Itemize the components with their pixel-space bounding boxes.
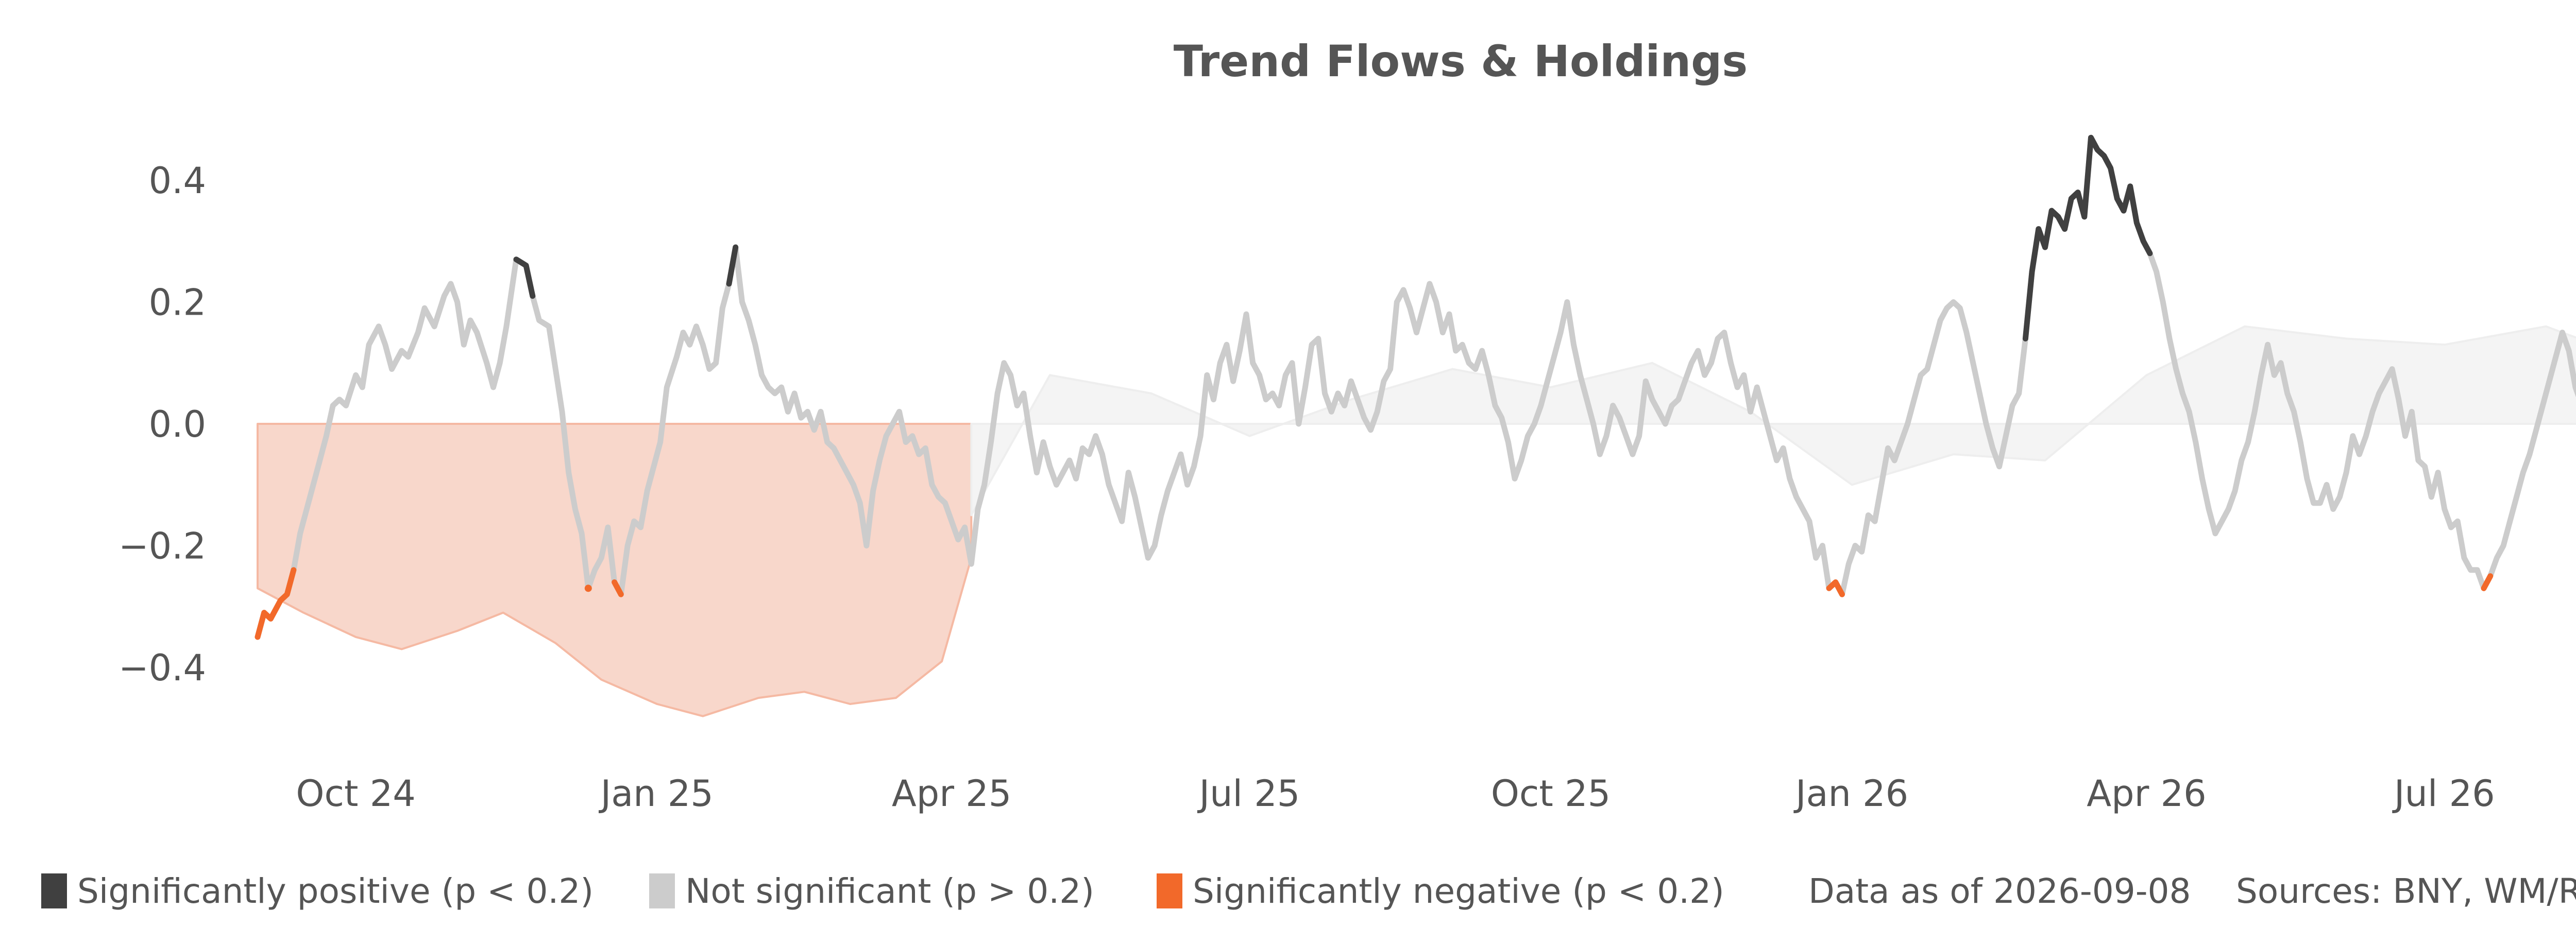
x-tick-label: Apr 25 (892, 772, 1011, 815)
trend-line-significant-positive (513, 256, 536, 299)
x-axis: Oct 24 Jan 25 Apr 25 Jul 25 Oct 25 Jan 26 Apr … (296, 772, 2495, 815)
legend-item-negative: Significantly negative (p < 0.2) (1157, 865, 1724, 917)
data-sources: Sources: BNY, WM/Refinitiv (2236, 871, 2576, 911)
legend-item-neutral: Not significant (p > 0.2) (649, 865, 1094, 917)
y-tick-label: 0.2 (149, 282, 206, 324)
trend-line-not-significant (255, 134, 2576, 640)
legend-swatch-positive (41, 873, 67, 908)
holdings-bands (257, 325, 2576, 717)
legend-item-positive: Significantly positive (p < 0.2) (41, 865, 594, 917)
trend-line-significant-negative (1826, 579, 1845, 597)
y-axis: 0.4 0.2 0.0 −0.2 −0.4 (118, 160, 206, 689)
trend-line-significant-positive (2022, 134, 2153, 341)
x-tick-label: Oct 24 (296, 772, 415, 815)
chart-footer: Significantly positive (p < 0.2) Not sig… (0, 865, 2576, 917)
trend-point-significant-negative (584, 585, 592, 592)
x-tick-label: Apr 26 (2087, 772, 2206, 815)
trend-line-significant-negative (2481, 573, 2494, 591)
y-tick-label: 0.4 (149, 160, 206, 202)
legend-label-positive: Significantly positive (p < 0.2) (77, 871, 594, 911)
y-tick-label: −0.4 (118, 647, 206, 689)
legend-label-negative: Significantly negative (p < 0.2) (1193, 871, 1724, 911)
legend-label-neutral: Not significant (p > 0.2) (685, 871, 1094, 911)
x-tick-label: Jan 25 (599, 772, 714, 815)
legend-swatch-neutral (649, 873, 675, 908)
x-tick-label: Jan 26 (1793, 772, 1908, 815)
trend-line-significant-negative (255, 567, 297, 640)
y-tick-label: 0.0 (149, 403, 206, 445)
data-as-of: Data as of 2026-09-08 (1808, 871, 2191, 911)
x-tick-label: Jul 25 (1197, 772, 1300, 815)
x-tick-label: Oct 25 (1491, 772, 1611, 815)
chart-canvas: Trend Flows & Holdings 0.4 0.2 0.0 −0.2 −0.4… (118, 36, 2576, 815)
holdings-band-2 (970, 325, 2576, 517)
legend-swatch-negative (1157, 873, 1182, 908)
trend-flows-line (255, 134, 2576, 640)
x-tick-label: Jul 26 (2392, 772, 2495, 815)
trend-line-significant-negative (612, 579, 624, 597)
chart-title: Trend Flows & Holdings (1174, 36, 1748, 87)
y-tick-label: −0.2 (118, 525, 206, 568)
trend-line-significant-positive (726, 244, 739, 287)
